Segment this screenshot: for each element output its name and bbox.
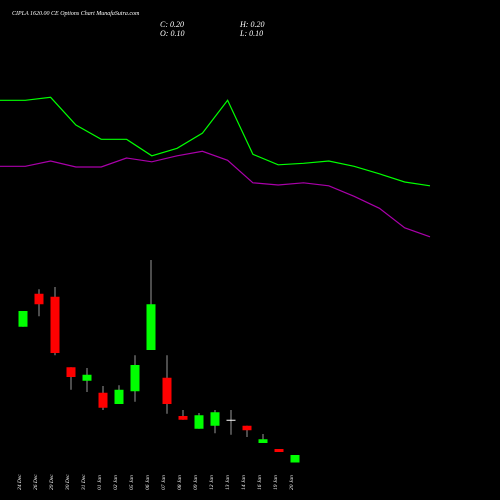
x-tick-label: 07 Jan [161, 475, 167, 490]
x-tick-label: 16 Jan [257, 475, 263, 490]
candle-body [114, 389, 124, 404]
candle-body [82, 374, 92, 381]
open-label: O: 0.10 [160, 29, 184, 38]
x-tick-label: 14 Jan [240, 475, 247, 490]
candle-body [130, 365, 140, 392]
x-tick-label: 13 Jan [225, 475, 231, 490]
candle-body [290, 455, 300, 463]
candle-body [18, 311, 28, 327]
candle-body [194, 415, 204, 429]
x-tick-label: 09 Jan [193, 475, 199, 490]
candle-body [226, 419, 236, 421]
x-tick-label: 20 Jan [289, 475, 295, 490]
chart-title: CIPLA 1620.00 CE Options Chart MunafaSut… [12, 10, 140, 17]
x-tick-label: 30 Dec [65, 474, 71, 491]
x-tick-label: 24 Dec [16, 474, 23, 490]
close-label: C: 0.20 [160, 20, 184, 29]
x-tick-label: 01 Jan [97, 475, 103, 490]
candle-body [274, 449, 284, 452]
x-tick-label: 12 Jan [209, 475, 215, 490]
low-label: L: 0.10 [239, 29, 263, 38]
candle-body [34, 293, 44, 305]
candle-body [66, 367, 76, 377]
x-tick-label: 26 Dec [33, 474, 39, 490]
x-tick-label: 02 Jan [113, 475, 119, 490]
candle-body [50, 296, 60, 353]
x-tick-label: 06 Jan [145, 475, 151, 490]
x-tick-label: 31 Dec [81, 474, 87, 491]
candle-body [98, 392, 108, 408]
high-label: H: 0.20 [239, 20, 264, 29]
candle-body [146, 304, 156, 350]
x-tick-label: 05 Jan [129, 475, 135, 490]
candle-body [210, 412, 220, 426]
line-series [0, 150, 431, 238]
candle-body [162, 377, 172, 404]
candle-body [178, 416, 188, 420]
candle-body [242, 425, 252, 431]
line-series [0, 96, 431, 187]
x-tick-label: 08 Jan [177, 475, 183, 490]
candle-body [258, 439, 268, 443]
x-tick-label: 29 Dec [49, 474, 55, 490]
x-tick-label: 19 Jan [273, 475, 279, 490]
